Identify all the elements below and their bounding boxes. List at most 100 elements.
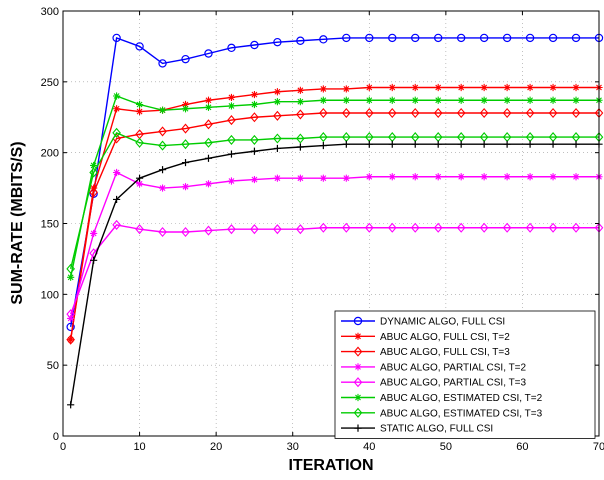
data-point-diamond xyxy=(387,222,397,233)
data-point-star xyxy=(572,83,580,92)
data-point-diamond xyxy=(135,224,144,235)
data-point-star xyxy=(296,174,304,182)
data-point-star xyxy=(503,96,511,104)
data-point-star xyxy=(250,90,259,99)
data-point-star xyxy=(526,83,534,92)
x-tick-label: 30 xyxy=(287,441,299,453)
data-point-star xyxy=(296,98,304,106)
data-point-diamond xyxy=(158,126,167,137)
data-point-plus xyxy=(319,141,327,150)
data-point-star xyxy=(457,173,465,181)
data-point-diamond xyxy=(525,107,535,119)
series-5 xyxy=(66,219,604,320)
data-point-plus xyxy=(365,140,373,148)
data-point-star xyxy=(388,96,396,104)
data-point-circle xyxy=(112,33,121,43)
data-point-diamond xyxy=(364,222,374,233)
data-point-plus xyxy=(526,140,534,148)
data-point-diamond xyxy=(227,224,236,235)
x-tick-label: 50 xyxy=(440,441,452,453)
data-point-star xyxy=(135,180,144,188)
data-point-star xyxy=(526,173,534,181)
x-tick-label: 40 xyxy=(363,441,375,453)
data-point-star xyxy=(319,85,327,93)
data-point-star xyxy=(181,183,190,191)
data-point-circle xyxy=(296,36,305,45)
data-point-plus xyxy=(67,401,75,409)
data-point-diamond xyxy=(112,127,121,138)
data-point-star xyxy=(90,161,98,170)
data-point-circle xyxy=(319,35,328,44)
data-point-star xyxy=(572,173,580,181)
data-point-plus xyxy=(158,166,167,174)
data-point-star xyxy=(411,173,419,181)
data-point-star xyxy=(365,173,373,181)
data-point-star xyxy=(411,83,419,92)
data-point-diamond xyxy=(319,222,328,233)
data-point-star xyxy=(480,83,488,92)
data-point-diamond xyxy=(319,107,328,119)
data-point-star xyxy=(354,363,362,371)
data-point-diamond xyxy=(525,222,535,233)
y-axis-title: SUM-RATE (MBITS/S) xyxy=(9,141,26,304)
x-tick-label: 60 xyxy=(516,441,528,453)
data-point-plus xyxy=(227,150,236,158)
series-6 xyxy=(67,92,603,281)
data-point-star xyxy=(135,107,144,116)
data-point-circle xyxy=(353,316,363,326)
data-point-star xyxy=(250,175,259,184)
data-point-plus xyxy=(457,140,465,148)
data-point-diamond xyxy=(502,107,512,119)
y-tick-label: 150 xyxy=(41,219,59,231)
data-point-star xyxy=(526,96,534,104)
series-8 xyxy=(67,140,603,409)
y-tick-label: 250 xyxy=(41,77,59,89)
data-point-diamond xyxy=(296,224,305,235)
data-point-circle xyxy=(158,59,167,68)
data-point-star xyxy=(434,83,442,92)
data-point-star xyxy=(411,96,419,104)
x-tick-label: 70 xyxy=(593,441,604,453)
data-point-diamond xyxy=(410,222,420,233)
x-tick-label: 0 xyxy=(60,441,66,453)
data-point-star xyxy=(354,393,362,402)
data-point-star xyxy=(480,173,488,181)
data-point-star xyxy=(113,168,121,177)
data-point-star xyxy=(503,83,511,92)
series-line xyxy=(69,171,599,319)
series-layer xyxy=(66,33,604,409)
data-point-diamond xyxy=(548,222,558,233)
data-point-diamond xyxy=(548,107,558,119)
data-point-star xyxy=(503,173,511,181)
data-point-diamond xyxy=(66,263,75,274)
data-point-circle xyxy=(204,49,213,58)
data-point-diamond xyxy=(456,107,466,119)
data-point-plus xyxy=(273,144,281,153)
data-point-star xyxy=(549,173,557,181)
legend-item: ABUC ALGO, PARTIAL CSI, T=3 xyxy=(341,377,527,389)
x-tick-label: 10 xyxy=(133,441,145,453)
data-point-circle xyxy=(571,33,581,43)
data-point-diamond xyxy=(66,334,75,345)
data-point-diamond xyxy=(433,107,443,119)
data-point-diamond xyxy=(273,110,282,121)
legend-label: DYNAMIC ALGO, FULL CSI xyxy=(380,317,505,328)
data-point-plus xyxy=(411,140,419,148)
data-point-diamond xyxy=(296,133,305,144)
data-point-diamond xyxy=(502,222,512,233)
data-point-star xyxy=(204,103,213,111)
data-point-diamond xyxy=(66,309,75,320)
data-point-diamond xyxy=(296,109,305,120)
data-point-circle xyxy=(388,33,397,43)
data-point-diamond xyxy=(227,115,236,126)
series-3 xyxy=(66,107,604,345)
data-point-diamond xyxy=(204,119,213,130)
data-point-diamond xyxy=(571,107,581,119)
data-point-circle xyxy=(227,43,236,53)
data-point-circle xyxy=(135,42,144,51)
data-point-plus xyxy=(204,154,213,162)
data-point-diamond xyxy=(341,222,351,233)
data-point-diamond xyxy=(158,226,167,238)
data-point-plus xyxy=(503,140,511,148)
